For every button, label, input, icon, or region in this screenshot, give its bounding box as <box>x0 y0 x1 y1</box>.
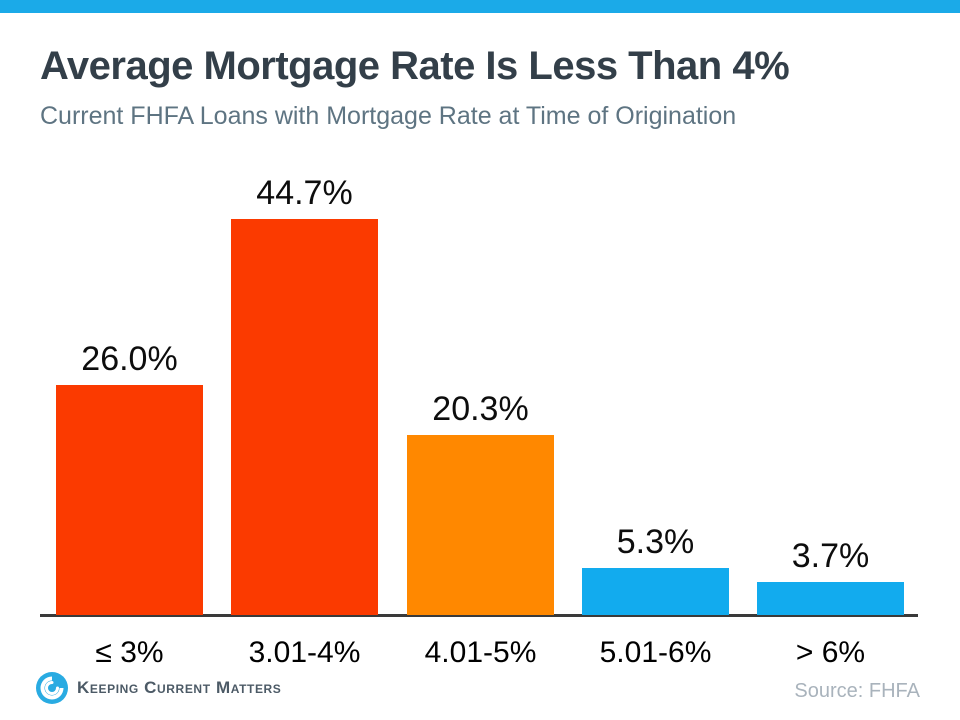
source-attribution: Source: FHFA <box>794 680 920 702</box>
category-label: 5.01-6% <box>599 636 712 669</box>
top-accent-bar <box>0 0 960 13</box>
kcm-logo-text: Keeping Current Matters <box>77 678 282 697</box>
bar <box>407 435 554 615</box>
category-label: 4.01-5% <box>424 636 537 669</box>
category-label: > 6% <box>795 636 866 669</box>
category-label: ≤ 3% <box>95 636 164 669</box>
page-subtitle: Current FHFA Loans with Mortgage Rate at… <box>40 102 737 130</box>
bar-value-label: 44.7% <box>256 174 353 212</box>
bar <box>757 582 904 615</box>
kcm-logo: Keeping Current Matters <box>36 672 281 704</box>
bar-value-label: 26.0% <box>81 340 178 378</box>
page-title: Average Mortgage Rate Is Less Than 4% <box>40 44 790 88</box>
bar <box>231 219 378 615</box>
bar-value-label: 3.7% <box>791 537 870 575</box>
bar-value-label: 20.3% <box>432 390 529 428</box>
category-label: 3.01-4% <box>248 636 361 669</box>
bar <box>56 385 203 615</box>
bar <box>582 568 729 615</box>
x-axis-line <box>40 614 918 617</box>
kcm-swirl-icon <box>36 672 68 704</box>
bar-value-label: 5.3% <box>616 523 695 561</box>
